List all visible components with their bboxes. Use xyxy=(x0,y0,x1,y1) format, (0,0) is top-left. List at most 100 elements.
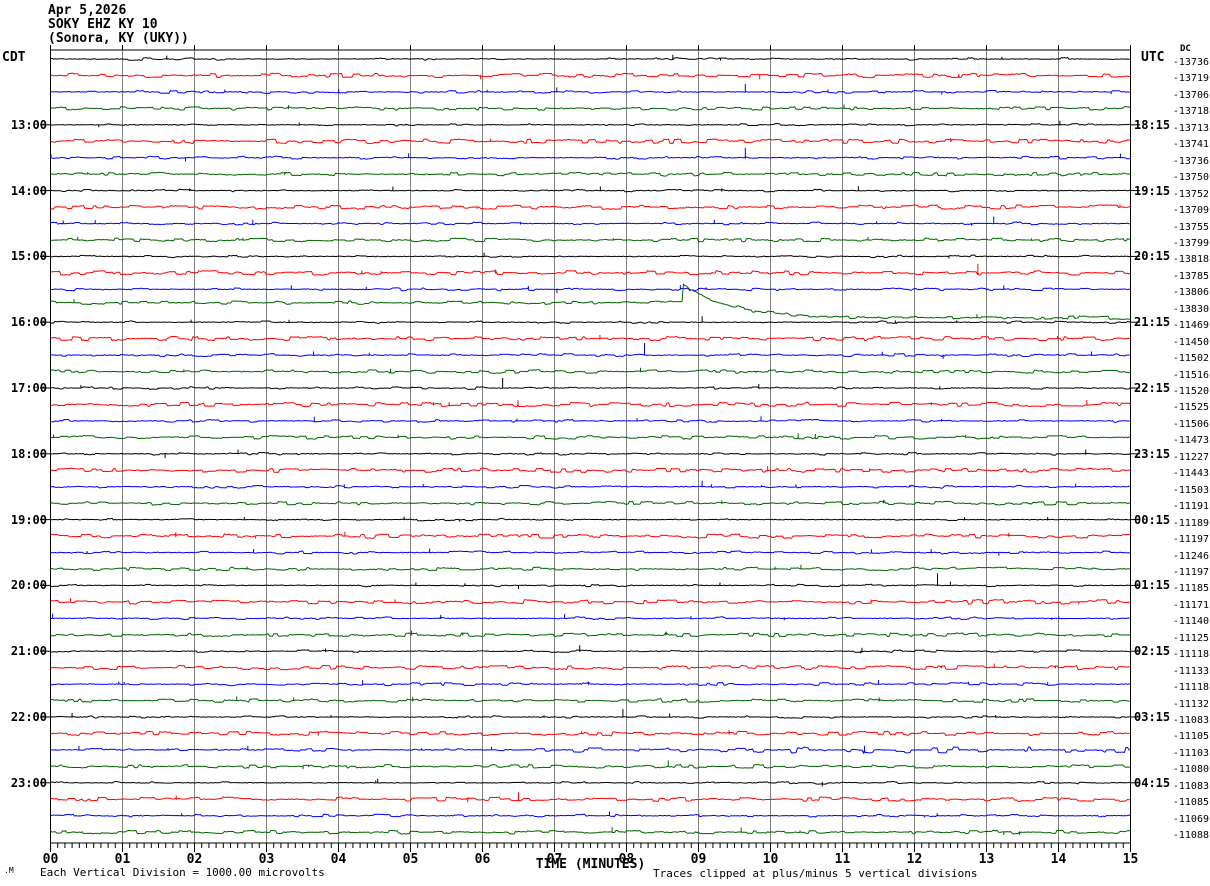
seismogram-trace-row-37 xyxy=(50,645,1131,654)
dc-value-row-35: -11140 xyxy=(1172,616,1209,628)
seismogram-trace-row-39 xyxy=(50,680,1131,687)
seismogram-trace-row-38 xyxy=(50,663,1131,671)
utc-label-20:15: 20:15 xyxy=(1134,249,1171,264)
utc-label-19:15: 19:15 xyxy=(1134,183,1171,198)
seismogram-trace-row-30 xyxy=(50,531,1131,539)
seismogram-trace-row-9 xyxy=(50,186,1131,193)
dc-value-row-13: -13818 xyxy=(1172,254,1209,266)
minute-label-08: 08 xyxy=(618,852,635,867)
utc-label-18:15: 18:15 xyxy=(1134,117,1171,132)
dc-value-row-2: -13719 xyxy=(1172,73,1209,85)
seismogram-trace-row-32 xyxy=(50,564,1131,572)
dc-value-row-5: -13713 xyxy=(1172,122,1209,134)
header-date: Apr 5,2026 xyxy=(48,3,127,18)
seismogram-trace-row-13 xyxy=(50,252,1131,259)
seismogram-trace-row-43 xyxy=(50,745,1131,755)
dc-value-row-7: -13736 xyxy=(1172,155,1209,167)
dc-value-row-17: -11469 xyxy=(1172,320,1209,332)
seismogram-trace-row-23 xyxy=(50,416,1131,423)
utc-label-22:15: 22:15 xyxy=(1134,381,1171,395)
seismogram-trace-row-2 xyxy=(50,72,1131,80)
dc-value-row-29: -11189 xyxy=(1172,517,1209,529)
seismogram-trace-row-28 xyxy=(50,499,1131,506)
cdt-label-20:00: 20:00 xyxy=(10,578,47,593)
dc-value-row-26: -11443 xyxy=(1172,468,1209,480)
corner-mark: .M xyxy=(4,866,14,875)
seismogram-trace-row-20 xyxy=(50,367,1131,374)
seismogram-trace-row-21 xyxy=(50,378,1131,390)
seismogram-trace-row-12 xyxy=(50,236,1131,243)
dc-value-row-6: -13741 xyxy=(1172,139,1209,151)
dc-value-row-42: -11105 xyxy=(1172,731,1209,743)
seismogram-trace-row-46 xyxy=(50,792,1131,803)
cdt-label-19:00: 19:00 xyxy=(10,512,47,527)
dc-value-row-21: -11520 xyxy=(1172,386,1209,397)
seismogram-trace-row-41 xyxy=(50,709,1131,719)
dc-value-row-1: -13736 xyxy=(1172,57,1209,68)
seismogram-trace-row-6 xyxy=(50,138,1131,145)
seismogram-trace-row-25 xyxy=(50,449,1131,459)
utc-label-02:15: 02:15 xyxy=(1134,644,1171,659)
minute-label-02: 02 xyxy=(186,852,203,867)
dc-column-label: DC xyxy=(1180,44,1191,54)
dc-value-row-33: -11185 xyxy=(1172,583,1209,595)
cdt-label-23:00: 23:00 xyxy=(10,775,47,790)
dc-value-row-28: -11191 xyxy=(1172,501,1209,513)
seismogram-trace-row-40 xyxy=(50,696,1131,704)
dc-value-row-9: -13752 xyxy=(1172,188,1209,200)
seismogram-trace-row-42 xyxy=(50,730,1131,737)
dc-value-row-22: -11525 xyxy=(1172,402,1209,414)
dc-value-row-30: -11197 xyxy=(1172,534,1209,546)
dc-value-row-47: -11069 xyxy=(1172,813,1209,825)
seismogram-trace-row-11 xyxy=(50,216,1131,226)
seismogram-trace-row-34 xyxy=(50,598,1131,605)
dc-value-row-16: -13830 xyxy=(1172,303,1209,315)
dc-value-row-15: -13806 xyxy=(1172,287,1209,299)
dc-value-row-14: -13785 xyxy=(1172,270,1209,282)
dc-value-row-43: -11103 xyxy=(1172,747,1209,759)
dc-value-row-25: -11227 xyxy=(1172,451,1209,463)
cdt-label-16:00: 16:00 xyxy=(10,315,47,330)
dc-value-row-41: -11083 xyxy=(1172,715,1209,726)
minute-label-12: 12 xyxy=(906,852,923,867)
minute-label-15: 15 xyxy=(1122,852,1139,867)
seismogram-trace-row-36 xyxy=(50,630,1131,638)
right-timezone-label: UTC xyxy=(1141,50,1165,65)
dc-value-row-10: -13709 xyxy=(1172,205,1209,217)
dc-value-row-37: -11118 xyxy=(1172,649,1209,661)
dc-value-row-48: -11088 xyxy=(1172,830,1209,842)
minute-label-03: 03 xyxy=(258,852,275,867)
utc-label-23:15: 23:15 xyxy=(1134,446,1171,461)
seismogram-trace-row-47 xyxy=(50,811,1131,818)
dc-value-row-24: -11473 xyxy=(1172,435,1209,447)
minute-label-05: 05 xyxy=(402,852,419,867)
footer-clip-note: Traces clipped at plus/minus 5 vertical … xyxy=(653,867,978,880)
cdt-label-21:00: 21:00 xyxy=(10,644,47,659)
minute-label-11: 11 xyxy=(834,852,851,867)
cdt-label-18:00: 18:00 xyxy=(10,446,47,461)
dc-value-row-8: -13750 xyxy=(1172,172,1209,184)
dc-value-row-27: -11503 xyxy=(1172,484,1209,496)
seismogram-trace-row-33 xyxy=(50,573,1131,590)
seismogram-trace-row-19 xyxy=(50,343,1131,359)
seismogram-trace-row-35 xyxy=(50,613,1131,621)
dc-value-row-44: -11080 xyxy=(1172,764,1209,776)
minute-label-10: 10 xyxy=(762,852,779,867)
dc-value-row-20: -11516 xyxy=(1172,369,1209,381)
seismogram-trace-row-4 xyxy=(50,104,1131,111)
seismogram-trace-row-24 xyxy=(50,433,1131,440)
dc-value-row-19: -11502 xyxy=(1172,353,1209,365)
seismogram-trace-row-10 xyxy=(50,204,1131,210)
dc-value-row-18: -11450 xyxy=(1172,336,1209,348)
dc-value-row-32: -11197 xyxy=(1172,566,1209,578)
minute-label-00: 00 xyxy=(42,852,59,867)
cdt-label-14:00: 14:00 xyxy=(10,183,47,198)
dc-value-row-40: -11132 xyxy=(1172,698,1209,710)
cdt-label-17:00: 17:00 xyxy=(10,381,47,395)
seismogram-trace-row-1 xyxy=(50,54,1131,61)
dc-value-row-39: -11118 xyxy=(1172,682,1209,694)
cdt-label-15:00: 15:00 xyxy=(10,249,47,264)
seismogram-trace-row-31 xyxy=(50,548,1131,556)
